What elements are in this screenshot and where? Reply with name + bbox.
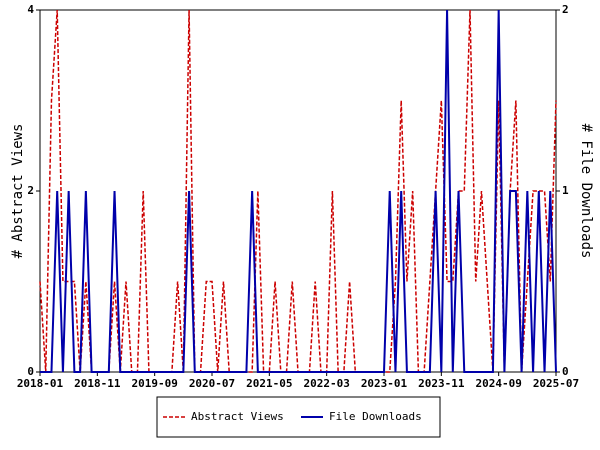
series-line xyxy=(40,9,557,373)
x-tick-label: 2024-09 xyxy=(475,377,521,390)
y-tick-label: 2 xyxy=(27,184,34,197)
x-tick-label: 2018-01 xyxy=(17,377,64,390)
y2-axis-label: # File Downloads xyxy=(578,124,594,259)
x-tick-label: 2025-07 xyxy=(533,377,579,390)
legend-label: Abstract Views xyxy=(191,410,284,423)
y2-tick-label: 0 xyxy=(562,365,569,378)
x-tick-label: 2021-05 xyxy=(246,377,292,390)
y-tick-label: 4 xyxy=(27,3,34,16)
x-tick-label: 2022-03 xyxy=(303,377,349,390)
x-tick-label: 2023-11 xyxy=(418,377,465,390)
y2-tick-label: 1 xyxy=(562,184,569,197)
y-tick-label: 0 xyxy=(27,365,34,378)
series-line xyxy=(39,9,557,373)
x-tick-label: 2020-07 xyxy=(189,377,235,390)
x-tick-label: 2019-09 xyxy=(131,377,177,390)
legend-label: File Downloads xyxy=(329,410,422,423)
legend-box xyxy=(156,396,441,438)
y-axis-label: # Abstract Views xyxy=(10,124,26,259)
y2-tick-label: 2 xyxy=(562,3,569,16)
x-tick-label: 2023-01 xyxy=(361,377,408,390)
x-tick-label: 2018-11 xyxy=(74,377,121,390)
